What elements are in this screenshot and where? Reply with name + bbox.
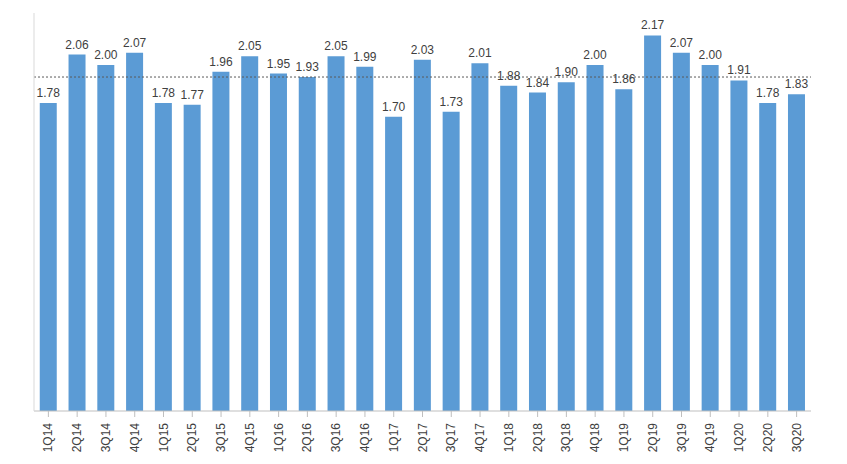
svg-text:1Q15: 1Q15 (157, 423, 171, 453)
svg-text:1.86: 1.86 (612, 72, 636, 86)
svg-text:2.05: 2.05 (238, 39, 262, 53)
svg-text:2.00: 2.00 (583, 48, 607, 62)
svg-text:4Q14: 4Q14 (128, 423, 142, 453)
svg-text:2.00: 2.00 (698, 48, 722, 62)
svg-text:2.01: 2.01 (468, 46, 492, 60)
svg-text:2.06: 2.06 (65, 38, 89, 52)
svg-text:2.07: 2.07 (670, 36, 694, 50)
svg-text:1.90: 1.90 (555, 65, 579, 79)
svg-text:1.77: 1.77 (180, 88, 204, 102)
svg-text:1.95: 1.95 (267, 57, 291, 71)
svg-text:3Q20: 3Q20 (790, 423, 804, 453)
svg-text:2Q16: 2Q16 (300, 423, 314, 453)
svg-text:3Q15: 3Q15 (214, 423, 228, 453)
svg-text:1Q14: 1Q14 (41, 423, 55, 453)
svg-text:1Q18: 1Q18 (502, 423, 516, 453)
svg-text:1.70: 1.70 (382, 100, 406, 114)
svg-text:1.84: 1.84 (526, 76, 550, 90)
svg-text:2.07: 2.07 (123, 36, 147, 50)
svg-text:4Q19: 4Q19 (703, 423, 717, 453)
svg-text:1Q16: 1Q16 (272, 423, 286, 453)
svg-text:1.88: 1.88 (497, 69, 521, 83)
svg-text:1.78: 1.78 (152, 86, 176, 100)
svg-text:2Q15: 2Q15 (185, 423, 199, 453)
svg-text:1.73: 1.73 (439, 95, 463, 109)
svg-text:3Q19: 3Q19 (675, 423, 689, 453)
svg-text:1.83: 1.83 (785, 77, 809, 91)
svg-text:1Q17: 1Q17 (387, 423, 401, 453)
svg-text:2.05: 2.05 (324, 39, 348, 53)
svg-text:2.03: 2.03 (411, 43, 435, 57)
svg-text:1.91: 1.91 (727, 63, 751, 77)
svg-text:4Q16: 4Q16 (358, 423, 372, 453)
svg-text:2Q14: 2Q14 (70, 423, 84, 453)
svg-text:4Q18: 4Q18 (588, 423, 602, 453)
svg-text:2Q18: 2Q18 (531, 423, 545, 453)
svg-text:3Q16: 3Q16 (329, 423, 343, 453)
svg-text:4Q15: 4Q15 (243, 423, 257, 453)
svg-text:1.96: 1.96 (209, 55, 233, 69)
svg-text:2.17: 2.17 (641, 18, 665, 32)
svg-text:2Q17: 2Q17 (416, 423, 430, 453)
svg-text:3Q18: 3Q18 (559, 423, 573, 453)
svg-text:1.78: 1.78 (37, 86, 61, 100)
svg-text:2.00: 2.00 (94, 48, 118, 62)
svg-text:4Q17: 4Q17 (473, 423, 487, 453)
svg-text:1.78: 1.78 (756, 86, 780, 100)
svg-text:3Q17: 3Q17 (444, 423, 458, 453)
svg-text:3Q14: 3Q14 (99, 423, 113, 453)
svg-text:2Q20: 2Q20 (761, 423, 775, 453)
svg-text:1Q20: 1Q20 (732, 423, 746, 453)
svg-text:1Q19: 1Q19 (617, 423, 631, 453)
svg-text:1.93: 1.93 (296, 60, 320, 74)
svg-text:2Q19: 2Q19 (646, 423, 660, 453)
svg-text:1.99: 1.99 (353, 50, 377, 64)
